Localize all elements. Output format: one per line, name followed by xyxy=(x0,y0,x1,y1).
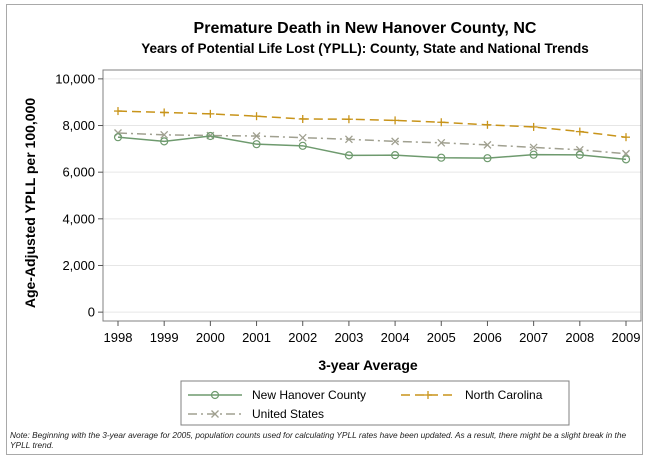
y-tick-label: 2,000 xyxy=(62,258,95,273)
series-layer xyxy=(113,107,631,164)
series-line-north-carolina xyxy=(117,110,627,138)
x-tick-label: 2006 xyxy=(473,330,502,345)
data-point-united-states xyxy=(529,143,538,152)
data-point-united-states xyxy=(391,137,400,146)
legend-item-new-hanover-county: New Hanover County xyxy=(188,388,366,402)
gridlines xyxy=(103,78,641,313)
data-point-united-states xyxy=(160,130,169,139)
chart-title: Premature Death in New Hanover County, N… xyxy=(194,20,537,37)
data-point-north-carolina xyxy=(437,118,446,127)
y-tick-label: 8,000 xyxy=(62,118,95,133)
x-tick-label: 2005 xyxy=(427,330,456,345)
series-line-united-states xyxy=(117,132,627,155)
legend-items: New Hanover County North Carolina United S… xyxy=(188,388,543,421)
data-point-new-hanover-county xyxy=(621,155,631,164)
data-point-united-states xyxy=(437,138,446,147)
legend xyxy=(180,380,570,426)
footnote: Note: Beginning with the 3-year average … xyxy=(10,430,627,450)
x-axis-title: 3-year Average xyxy=(318,357,418,373)
data-point-new-hanover-county xyxy=(390,151,400,160)
legend-label: New Hanover County xyxy=(252,388,366,402)
data-point-new-hanover-county xyxy=(206,131,215,141)
data-point-united-states xyxy=(114,129,122,137)
data-point-north-carolina xyxy=(252,112,261,121)
plot-area xyxy=(102,69,642,322)
legend-marker xyxy=(424,391,432,399)
x-tick-label: 2001 xyxy=(242,330,271,345)
data-point-new-hanover-county xyxy=(529,150,538,159)
data-point-new-hanover-county xyxy=(575,150,584,160)
x-tick-label: 2007 xyxy=(519,330,548,345)
y-axis: 0 2,000 4,000 6,000 8,000 10,000 xyxy=(55,71,103,320)
x-tick-label: 2009 xyxy=(612,330,641,345)
data-point-north-carolina xyxy=(160,108,169,117)
data-point-united-states xyxy=(483,140,492,149)
data-point-new-hanover-county xyxy=(160,137,169,146)
x-tick-label: 2008 xyxy=(565,330,594,345)
data-point-new-hanover-county xyxy=(344,151,354,160)
data-point-north-carolina xyxy=(206,109,215,118)
x-tick-label: 2003 xyxy=(334,330,363,345)
data-point-new-hanover-county xyxy=(483,154,492,163)
legend-item-north-carolina: North Carolina xyxy=(401,388,543,402)
data-point-united-states xyxy=(344,135,353,144)
legend-label: United States xyxy=(252,407,324,421)
x-tick-label: 1998 xyxy=(104,330,133,345)
x-tick-label: 2000 xyxy=(196,330,225,345)
y-tick-label: 10,000 xyxy=(55,71,95,86)
data-point-new-hanover-county xyxy=(298,141,307,150)
y-tick-label: 4,000 xyxy=(62,211,95,226)
x-tick-label: 2004 xyxy=(381,330,410,345)
x-tick-label: 2002 xyxy=(288,330,317,345)
data-point-north-carolina xyxy=(391,116,400,125)
chart-subtitle: Years of Potential Life Lost (YPLL): Cou… xyxy=(141,41,589,56)
series-line-new-hanover-county xyxy=(117,135,627,161)
data-point-new-hanover-county xyxy=(437,153,446,162)
data-point-united-states xyxy=(252,132,261,140)
legend-label: North Carolina xyxy=(465,388,543,402)
x-axis: 1998 1999 2000 2001 2002 2003 2004 2005 2006 2007… xyxy=(104,321,641,345)
legend-marker xyxy=(210,390,220,400)
data-point-north-carolina xyxy=(114,107,122,116)
data-point-united-states xyxy=(298,133,307,142)
legend-marker xyxy=(211,410,219,418)
legend-item-united-states: United States xyxy=(188,407,324,421)
y-axis-title: Age-Adjusted YPLL per 100,000 xyxy=(22,98,38,309)
data-point-north-carolina xyxy=(483,120,492,129)
x-tick-label: 1999 xyxy=(150,330,179,345)
data-point-north-carolina xyxy=(298,114,307,123)
y-tick-label: 0 xyxy=(88,305,95,320)
y-tick-label: 6,000 xyxy=(62,165,95,180)
data-point-north-carolina xyxy=(575,127,584,136)
data-point-new-hanover-county xyxy=(252,140,261,149)
data-point-new-hanover-county xyxy=(113,133,123,142)
data-point-north-carolina xyxy=(529,122,538,131)
data-point-north-carolina xyxy=(344,115,353,124)
data-point-north-carolina xyxy=(622,133,630,142)
